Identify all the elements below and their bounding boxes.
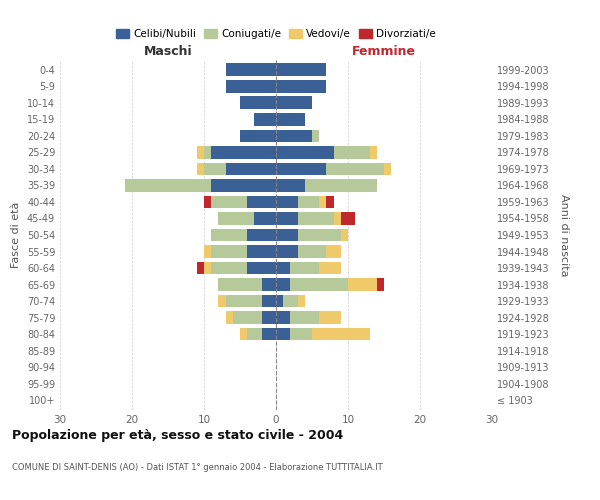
Bar bbox=[218, 294, 226, 308]
Bar bbox=[326, 196, 334, 208]
Bar bbox=[334, 146, 370, 159]
Bar bbox=[211, 146, 276, 159]
Bar bbox=[276, 328, 290, 340]
Bar bbox=[276, 130, 312, 142]
Bar bbox=[290, 262, 319, 274]
Bar bbox=[211, 245, 247, 258]
Bar bbox=[276, 64, 326, 76]
Bar bbox=[204, 146, 211, 159]
Bar bbox=[370, 146, 377, 159]
Bar bbox=[204, 196, 211, 208]
Bar bbox=[276, 278, 290, 291]
Bar bbox=[276, 179, 305, 192]
Bar bbox=[233, 311, 262, 324]
Bar bbox=[276, 146, 334, 159]
Bar bbox=[283, 294, 298, 308]
Bar bbox=[247, 328, 262, 340]
Bar bbox=[298, 196, 319, 208]
Text: Maschi: Maschi bbox=[143, 44, 193, 58]
Bar bbox=[247, 228, 276, 241]
Bar bbox=[218, 212, 254, 225]
Bar bbox=[276, 311, 290, 324]
Bar bbox=[211, 196, 247, 208]
Bar bbox=[226, 162, 276, 175]
Text: Popolazione per età, sesso e stato civile - 2004: Popolazione per età, sesso e stato civil… bbox=[12, 430, 343, 442]
Bar bbox=[254, 212, 276, 225]
Bar bbox=[298, 294, 305, 308]
Bar bbox=[204, 262, 211, 274]
Bar bbox=[276, 80, 326, 93]
Bar bbox=[334, 212, 341, 225]
Bar bbox=[276, 96, 312, 110]
Bar bbox=[211, 179, 276, 192]
Bar bbox=[276, 262, 290, 274]
Bar bbox=[276, 113, 305, 126]
Bar bbox=[226, 311, 233, 324]
Bar bbox=[211, 228, 247, 241]
Bar bbox=[247, 262, 276, 274]
Bar bbox=[197, 146, 204, 159]
Y-axis label: Anni di nascita: Anni di nascita bbox=[559, 194, 569, 276]
Bar bbox=[262, 328, 276, 340]
Bar bbox=[305, 179, 377, 192]
Bar bbox=[319, 262, 341, 274]
Bar bbox=[326, 245, 341, 258]
Bar bbox=[226, 80, 276, 93]
Bar bbox=[262, 278, 276, 291]
Bar bbox=[204, 162, 226, 175]
Bar bbox=[240, 96, 276, 110]
Bar bbox=[276, 162, 326, 175]
Bar bbox=[197, 262, 204, 274]
Y-axis label: Fasce di età: Fasce di età bbox=[11, 202, 21, 268]
Bar bbox=[298, 245, 326, 258]
Bar bbox=[377, 278, 384, 291]
Bar bbox=[262, 311, 276, 324]
Bar bbox=[211, 262, 247, 274]
Bar bbox=[326, 162, 384, 175]
Bar bbox=[226, 64, 276, 76]
Bar bbox=[341, 228, 348, 241]
Bar bbox=[276, 294, 283, 308]
Bar bbox=[290, 311, 319, 324]
Bar bbox=[247, 196, 276, 208]
Bar bbox=[319, 311, 341, 324]
Bar bbox=[276, 228, 298, 241]
Bar bbox=[319, 196, 326, 208]
Bar bbox=[290, 278, 348, 291]
Bar bbox=[240, 328, 247, 340]
Bar bbox=[312, 130, 319, 142]
Bar bbox=[254, 113, 276, 126]
Bar bbox=[348, 278, 377, 291]
Bar bbox=[197, 162, 204, 175]
Bar bbox=[384, 162, 391, 175]
Bar bbox=[262, 294, 276, 308]
Bar bbox=[276, 245, 298, 258]
Bar bbox=[276, 196, 298, 208]
Bar bbox=[298, 212, 334, 225]
Legend: Celibi/Nubili, Coniugati/e, Vedovi/e, Divorziati/e: Celibi/Nubili, Coniugati/e, Vedovi/e, Di… bbox=[112, 25, 440, 44]
Bar bbox=[276, 212, 298, 225]
Bar bbox=[341, 212, 355, 225]
Bar bbox=[240, 130, 276, 142]
Bar bbox=[290, 328, 312, 340]
Bar bbox=[247, 245, 276, 258]
Text: COMUNE DI SAINT-DENIS (AO) - Dati ISTAT 1° gennaio 2004 - Elaborazione TUTTITALI: COMUNE DI SAINT-DENIS (AO) - Dati ISTAT … bbox=[12, 464, 383, 472]
Bar bbox=[298, 228, 341, 241]
Bar bbox=[312, 328, 370, 340]
Bar bbox=[226, 294, 262, 308]
Bar bbox=[204, 245, 211, 258]
Bar bbox=[125, 179, 211, 192]
Text: Femmine: Femmine bbox=[352, 44, 416, 58]
Bar bbox=[218, 278, 262, 291]
